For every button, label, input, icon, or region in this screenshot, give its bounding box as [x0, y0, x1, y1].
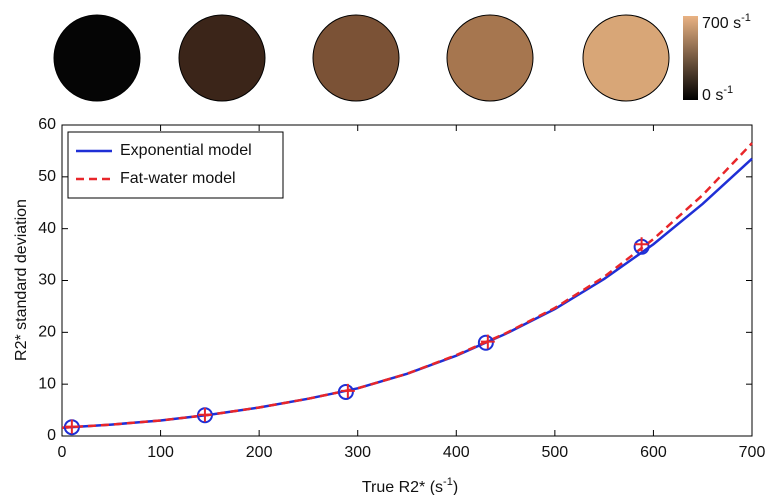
- phantom-image: [583, 15, 669, 101]
- y-tick-label: 0: [47, 427, 56, 444]
- x-tick-label: 200: [246, 444, 273, 461]
- y-tick-label: 50: [38, 168, 56, 185]
- colorbar-min: 0 s-1: [702, 84, 733, 104]
- y-tick-label: 30: [38, 272, 56, 289]
- colorbar-max: 700 s-1: [702, 12, 751, 32]
- series-line: [62, 159, 752, 428]
- x-tick-label: 0: [58, 444, 67, 461]
- x-tick-label: 100: [147, 444, 174, 461]
- y-tick-label: 40: [38, 220, 56, 237]
- phantom-image: [313, 15, 399, 101]
- y-axis-label: R2* standard deviation: [13, 199, 30, 361]
- x-tick-label: 300: [344, 444, 371, 461]
- x-tick-label: 700: [739, 444, 766, 461]
- x-axis-label: True R2* (s-1): [362, 476, 458, 495]
- x-tick-label: 600: [640, 444, 667, 461]
- chart: 700 s-1 0 s-1 True R2* (s-1) R2* standar…: [0, 0, 782, 495]
- legend-label: Fat-water model: [120, 170, 236, 187]
- x-tick-label: 400: [443, 444, 470, 461]
- phantom-image: [447, 15, 533, 101]
- phantom-image: [179, 15, 265, 101]
- phantom-image: [54, 15, 140, 101]
- y-tick-label: 20: [38, 324, 56, 341]
- legend-label: Exponential model: [120, 142, 252, 159]
- x-tick-label: 500: [542, 444, 569, 461]
- y-tick-label: 60: [38, 116, 56, 133]
- y-tick-label: 10: [38, 375, 56, 392]
- colorbar: [683, 16, 698, 100]
